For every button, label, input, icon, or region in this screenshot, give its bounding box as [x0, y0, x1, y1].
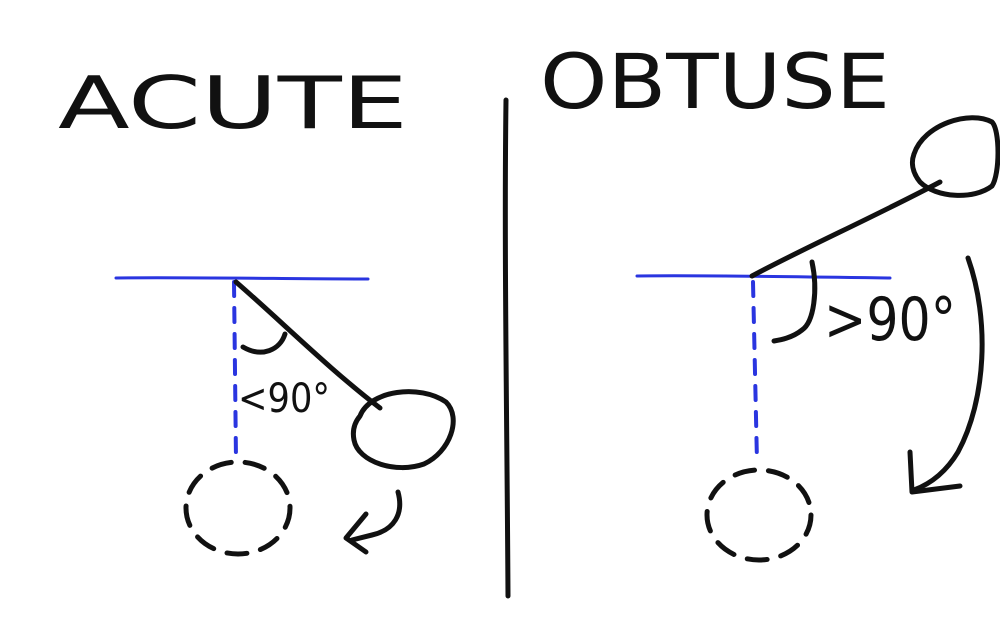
- acute-panel: ACUTE <90°: [58, 61, 456, 557]
- obtuse-panel: OBTUSE >90°: [540, 37, 1000, 563]
- acute-swing-arrowhead: [343, 511, 369, 555]
- obtuse-angle-label: >90°: [824, 285, 956, 355]
- obtuse-swing-arrow: [911, 255, 985, 493]
- acute-angle-label: <90°: [238, 376, 330, 422]
- acute-equilibrium-bob-dashed: [183, 459, 293, 557]
- obtuse-title: OBTUSE: [540, 37, 890, 126]
- acute-pendulum-string: [233, 279, 383, 411]
- acute-pendulum-bob: [350, 389, 456, 470]
- acute-pivot-line: [114, 276, 370, 281]
- acute-vertical-dashed-line: [232, 280, 238, 462]
- obtuse-vertical-dashed-line: [751, 280, 759, 464]
- panel-divider: [502, 97, 511, 599]
- obtuse-pivot-line: [635, 274, 892, 280]
- acute-angle-arc: [240, 331, 288, 355]
- acute-swing-arrow: [349, 489, 403, 543]
- obtuse-pendulum-string: [749, 179, 943, 279]
- obtuse-angle-arc: [771, 259, 818, 344]
- obtuse-pendulum-bob: [909, 115, 1000, 198]
- acute-title: ACUTE: [58, 61, 408, 145]
- obtuse-equilibrium-bob-dashed: [704, 467, 814, 563]
- obtuse-swing-arrowhead: [907, 449, 963, 495]
